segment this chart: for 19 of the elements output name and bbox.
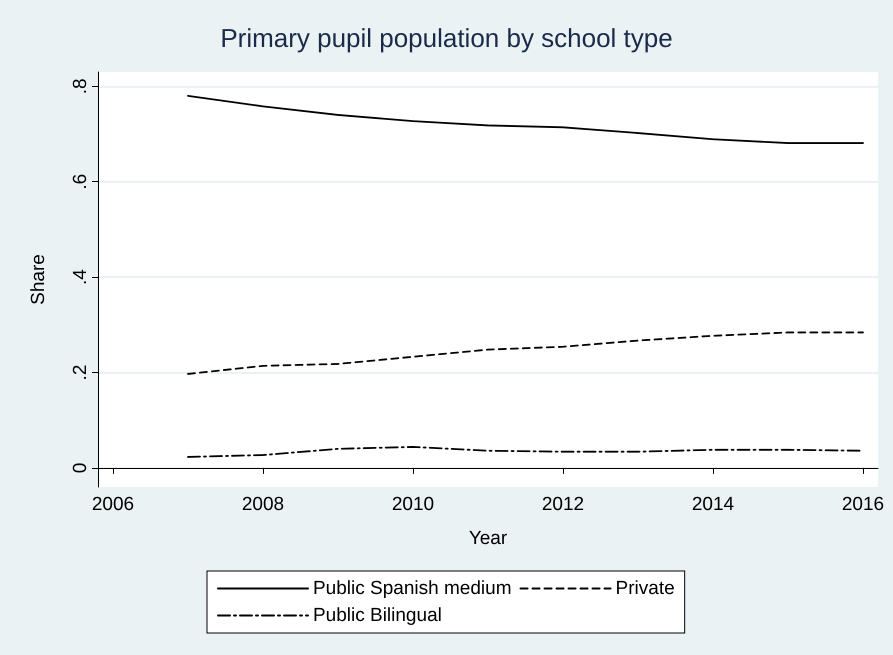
line-series [187,94,864,144]
x-tick-label: 2014 [692,494,735,515]
y-axis-title: Share [28,254,49,305]
legend-label: Public Bilingual [313,605,442,626]
y-tick-label: 0 [70,462,91,474]
x-tick-label: 2016 [842,494,884,515]
x-axis-title: Year [468,528,508,549]
y-tick-label: .6 [70,174,91,190]
legend-label: Public Spanish medium [313,578,512,599]
x-tick-label: 2008 [242,494,284,515]
x-tick-label: 2010 [392,494,434,515]
chart-title: Primary pupil population by school type [220,23,673,53]
y-tick-label: .8 [70,78,91,94]
x-tick-label: 2012 [542,494,584,515]
y-tick-label: .2 [70,364,91,380]
y-tick-label: .4 [70,268,91,286]
legend-label: Private [616,578,675,599]
line-series [187,332,864,375]
x-tick-label: 2006 [92,494,134,515]
